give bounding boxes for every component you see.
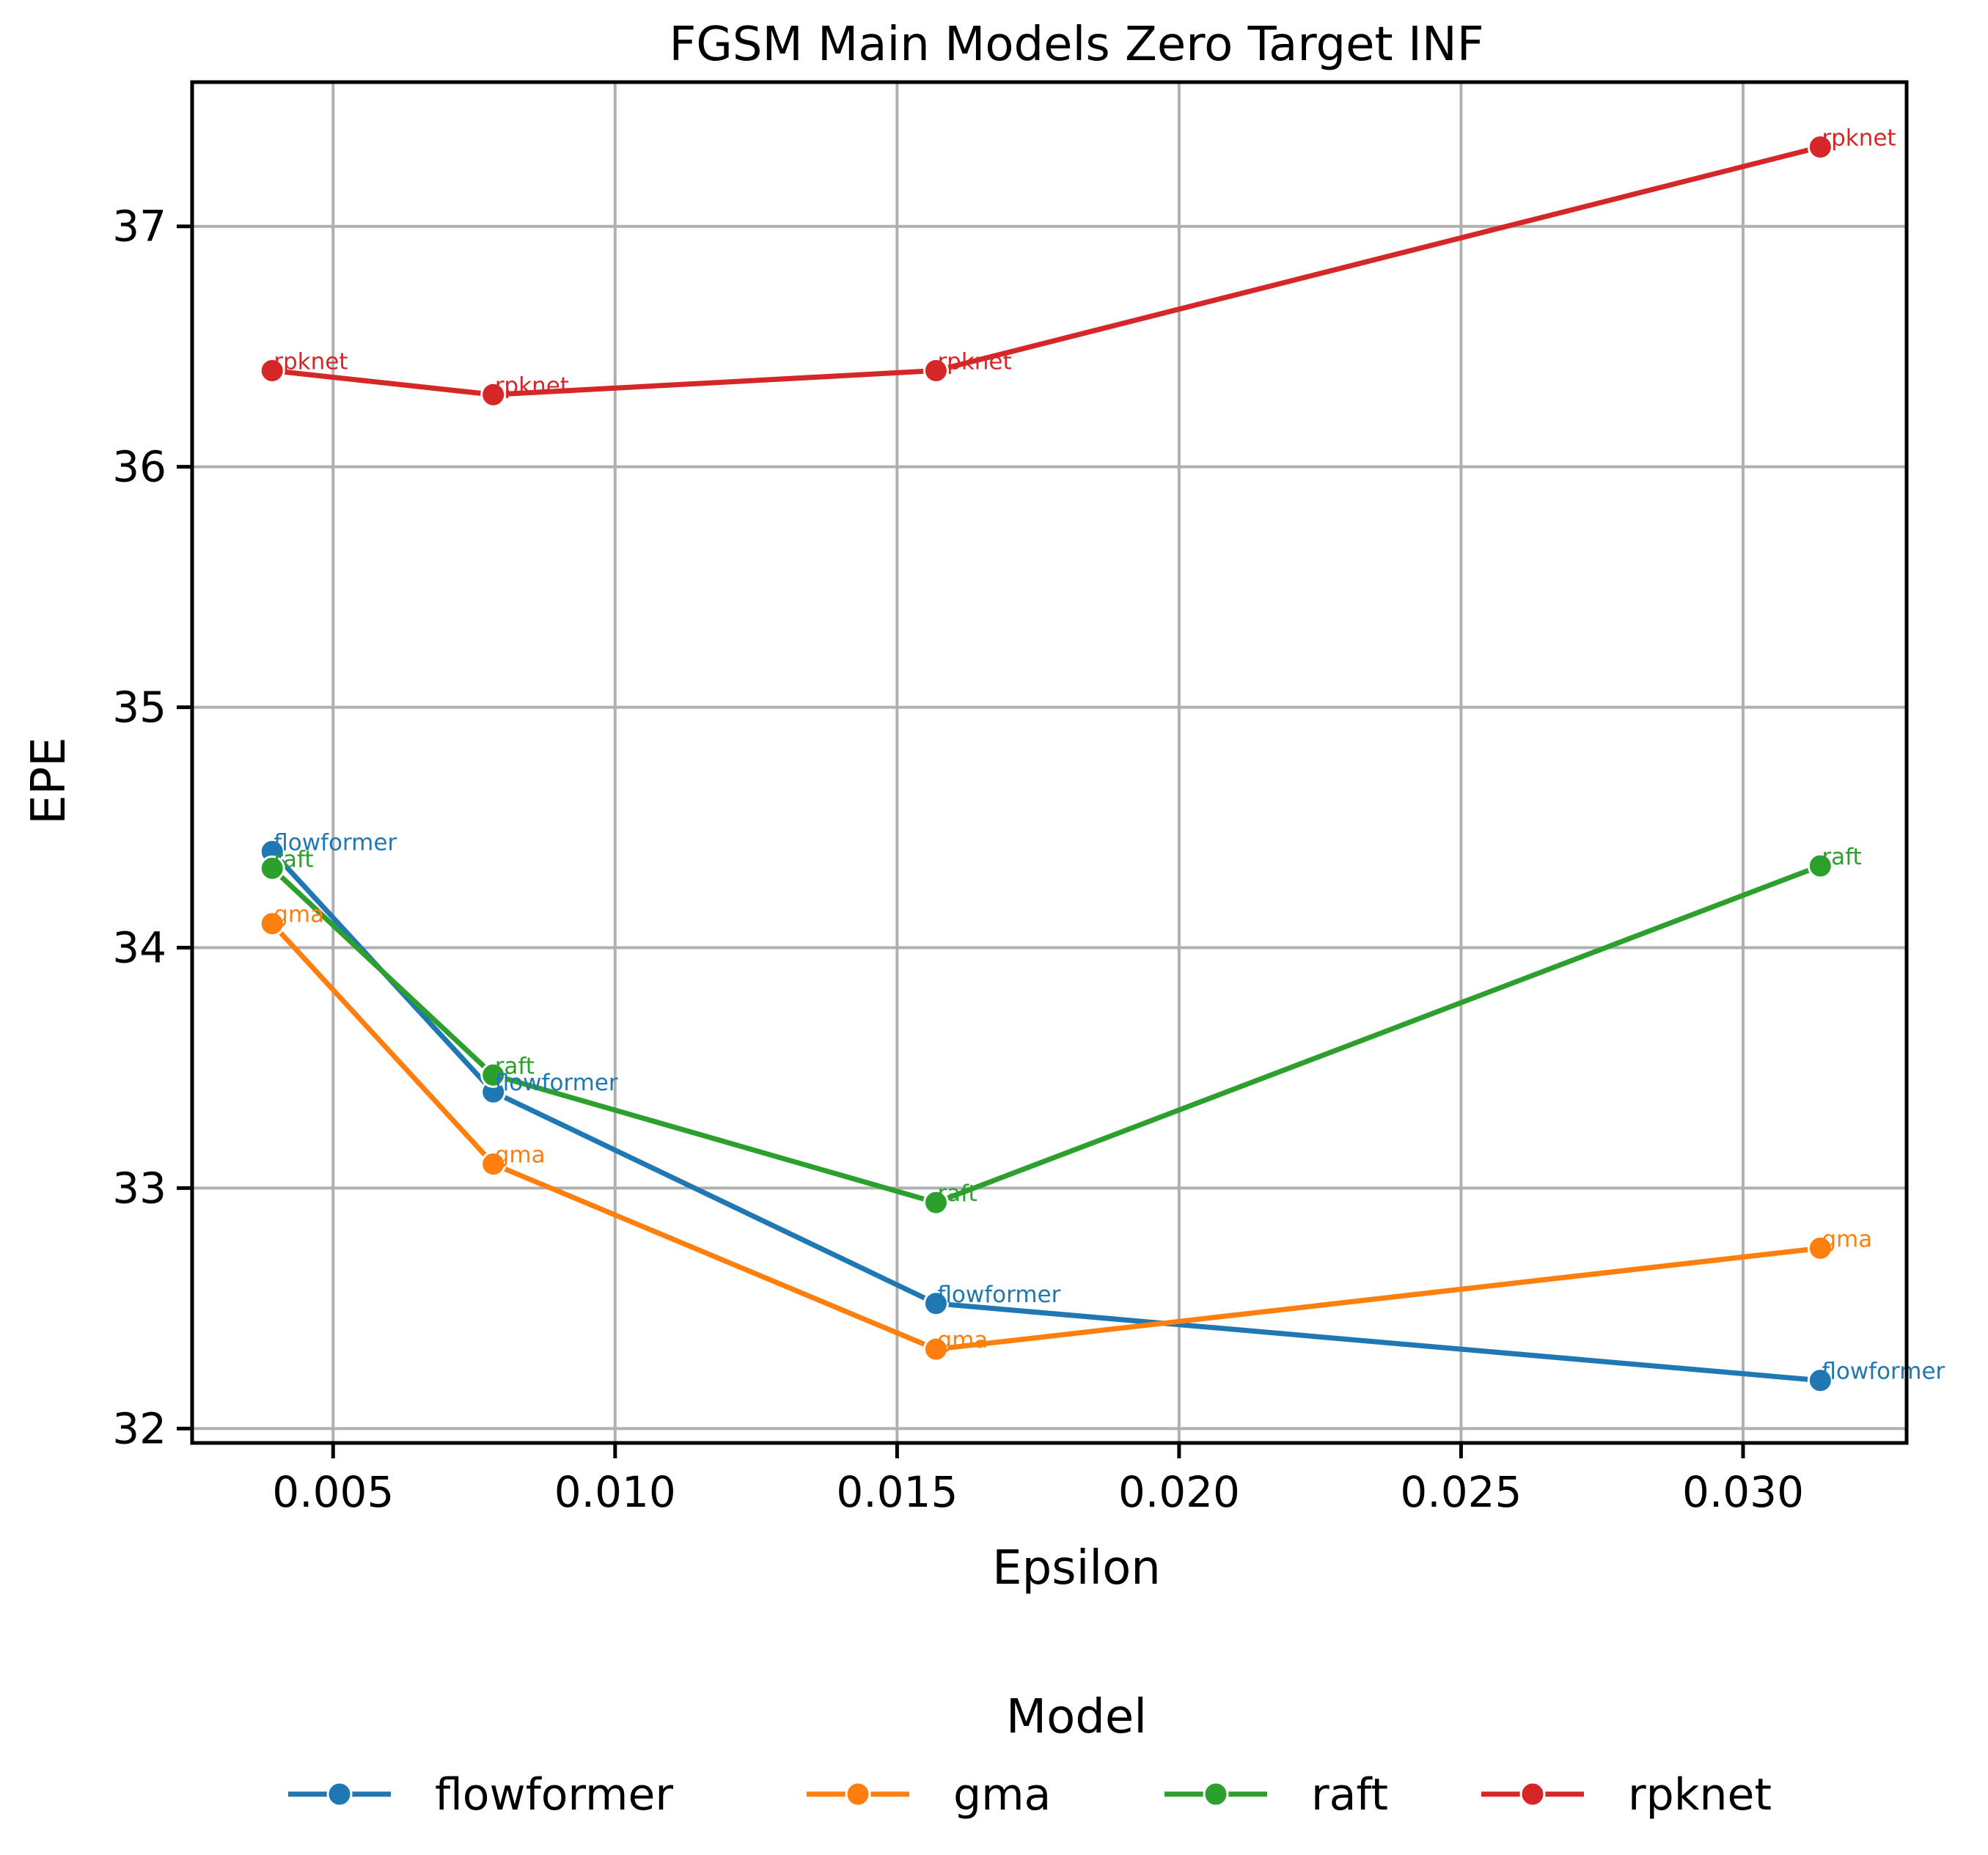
point-label: rpknet — [274, 348, 348, 375]
data-point — [480, 381, 507, 408]
point-labels: flowformer flowformer flowformer flowformer… — [274, 125, 1945, 1385]
y-tick-label: 33 — [112, 1163, 166, 1213]
legend-marker — [845, 1781, 871, 1807]
legend-label: flowformer — [435, 1769, 673, 1821]
point-label: raft — [495, 1053, 535, 1079]
series-line — [269, 921, 1823, 1352]
point-label: flowformer — [1822, 1359, 1945, 1385]
x-tick-label: 0.010 — [554, 1467, 676, 1517]
legend-label: gma — [953, 1769, 1051, 1821]
legend-marker — [326, 1781, 353, 1807]
data-point — [480, 1151, 507, 1178]
x-tick-label: 0.005 — [272, 1467, 394, 1517]
plot-frame — [190, 80, 1909, 1445]
x-tick-label: 0.020 — [1118, 1467, 1240, 1517]
point-label: raft — [274, 846, 313, 873]
data-point — [923, 357, 949, 383]
data-point — [923, 1290, 949, 1317]
series-layer — [259, 134, 1833, 1394]
point-label: rpknet — [495, 372, 569, 399]
legend-label: raft — [1311, 1769, 1388, 1821]
legend-entry-rpknet: rpknet — [1481, 1769, 1772, 1821]
x-axis-label: Epsilon — [992, 1541, 1161, 1595]
y-tick-label: 36 — [112, 442, 166, 492]
data-point — [1807, 853, 1833, 879]
series-rpknet — [259, 134, 1833, 408]
y-tick-label: 35 — [112, 683, 166, 732]
point-label: flowformer — [495, 1070, 618, 1096]
data-point — [1807, 1235, 1833, 1261]
legend-entry-flowformer: flowformer — [288, 1769, 673, 1821]
data-point — [1807, 1367, 1833, 1394]
point-label: flowformer — [274, 829, 397, 856]
x-tick-label: 0.015 — [836, 1467, 958, 1517]
grid — [192, 82, 1907, 1443]
y-tick-label: 37 — [112, 202, 166, 251]
data-point — [923, 1336, 949, 1362]
legend: Model flowformer gma raft rpknet — [288, 1690, 1772, 1821]
point-label: raft — [937, 1180, 977, 1207]
series-line — [269, 863, 1823, 1205]
y-tick-label: 34 — [112, 922, 166, 972]
point-label: gma — [495, 1142, 546, 1169]
data-point — [1807, 134, 1833, 161]
series-raft — [259, 853, 1833, 1216]
legend-marker — [1519, 1781, 1546, 1807]
point-label: gma — [274, 902, 324, 928]
series-line — [269, 144, 1823, 397]
legend-entry-raft: raft — [1164, 1769, 1388, 1821]
legend-entry-gma: gma — [807, 1769, 1051, 1821]
point-label: rpknet — [937, 348, 1011, 375]
point-label: flowformer — [937, 1282, 1060, 1308]
legend-title: Model — [1006, 1690, 1147, 1744]
data-point — [923, 1189, 949, 1216]
series-gma — [259, 911, 1833, 1362]
point-label: gma — [937, 1327, 988, 1353]
data-point — [259, 855, 285, 881]
x-tick-label: 0.030 — [1682, 1467, 1804, 1517]
legend-marker — [1203, 1781, 1229, 1807]
data-point — [259, 911, 285, 937]
legend-label: rpknet — [1628, 1769, 1772, 1821]
point-label: rpknet — [1822, 125, 1896, 152]
x-tick-label: 0.025 — [1400, 1467, 1522, 1517]
y-axis-label: EPE — [22, 737, 76, 824]
chart-title: FGSM Main Models Zero Target INF — [669, 18, 1483, 72]
ticks: 0.005 0.010 0.015 0.020 0.025 0.030 32 33 34 35 36… — [112, 202, 1804, 1517]
data-point — [480, 1062, 507, 1088]
point-label: gma — [1822, 1226, 1872, 1252]
data-point — [259, 357, 285, 383]
y-tick-label: 32 — [112, 1403, 166, 1453]
point-label: raft — [1822, 844, 1861, 870]
